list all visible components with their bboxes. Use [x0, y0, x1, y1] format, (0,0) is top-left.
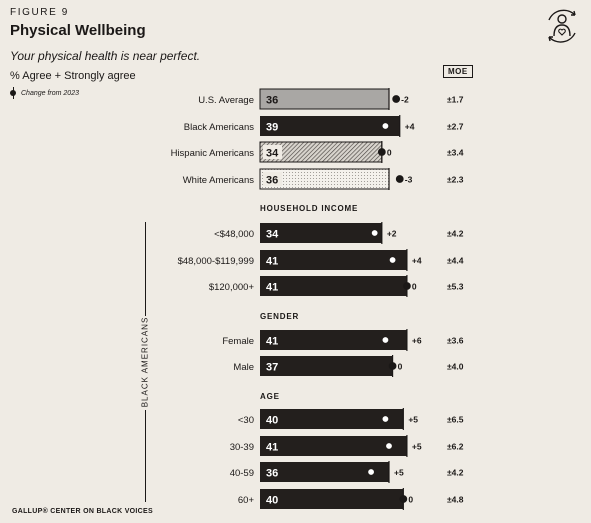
bar [260, 276, 407, 296]
change-marker-dot [381, 415, 390, 423]
moe-value: ±2.7 [447, 122, 464, 132]
figure-label: FIGURE 9 [10, 7, 69, 18]
value-label: 41 [266, 256, 278, 268]
row-label: Male [233, 362, 254, 373]
change-marker-dot [385, 442, 393, 450]
change-marker-dot [399, 495, 408, 503]
moe-value: ±6.5 [447, 415, 464, 425]
change-marker-icon [10, 87, 17, 99]
change-label: +5 [394, 468, 404, 478]
value-label: 37 [266, 362, 278, 374]
measure-label: % Agree + Strongly agree [10, 70, 136, 82]
person-heart-cycle-icon [548, 9, 576, 43]
value-label-bg [263, 145, 282, 159]
change-label: 0 [412, 282, 417, 292]
change-marker-dot [377, 148, 386, 156]
moe-value: ±4.2 [447, 468, 464, 478]
moe-value: ±1.7 [447, 95, 464, 105]
row-label: $120,000+ [209, 282, 255, 293]
change-label: -3 [405, 175, 413, 185]
change-label: +4 [412, 256, 422, 266]
value-label: 40 [266, 495, 278, 507]
change-marker-dot [381, 336, 390, 344]
change-marker-dot [381, 122, 390, 130]
change-label: +4 [405, 122, 415, 132]
moe-value: ±4.4 [447, 256, 464, 266]
change-marker-dot [388, 362, 397, 370]
side-bracket-bottom [145, 410, 146, 502]
value-label: 40 [266, 415, 278, 427]
moe-value: ±6.2 [447, 442, 464, 452]
chart-title: Physical Wellbeing [10, 22, 146, 39]
bar [260, 116, 400, 136]
moe-value: ±3.6 [447, 336, 464, 346]
moe-value: ±4.8 [447, 495, 464, 505]
value-label: 41 [266, 282, 278, 294]
moe-value: ±3.4 [447, 148, 464, 158]
change-label: 0 [408, 495, 413, 505]
section-header: HOUSEHOLD INCOME [260, 204, 358, 213]
change-legend-text: Change from 2023 [21, 89, 79, 97]
change-label: +5 [408, 415, 418, 425]
change-marker-dot [367, 468, 375, 476]
change-marker-dot [403, 282, 411, 290]
value-label: 36 [266, 175, 278, 187]
bar [260, 250, 407, 270]
chart-subtitle: Your physical health is near perfect. [10, 49, 201, 63]
row-label: White Americans [183, 175, 255, 186]
row-label: Black Americans [184, 122, 254, 133]
moe-value: ±4.0 [447, 362, 464, 372]
bar [260, 409, 404, 429]
bar [260, 436, 407, 456]
bar [260, 462, 389, 482]
value-label: 39 [266, 122, 278, 134]
change-label: +6 [412, 336, 422, 346]
value-label: 34 [266, 148, 279, 160]
value-label-bg [263, 172, 282, 186]
row-label: 60+ [238, 495, 255, 506]
moe-value: ±4.2 [447, 229, 464, 239]
bar [260, 489, 404, 509]
row-label: $48,000-$119,999 [178, 256, 254, 267]
change-label: +5 [412, 442, 422, 452]
change-marker-dot [395, 175, 404, 183]
change-label: -2 [401, 95, 409, 105]
change-label: 0 [398, 362, 403, 372]
moe-value: ±2.3 [447, 175, 464, 185]
change-label: +2 [387, 229, 397, 239]
section-header: AGE [260, 392, 280, 401]
row-label: 30-39 [230, 442, 254, 453]
moe-value: ±5.3 [447, 282, 464, 292]
change-marker-dot [392, 95, 401, 103]
footer-source: GALLUP® CENTER ON BLACK VOICES [12, 508, 153, 515]
value-label: 36 [266, 468, 278, 480]
change-label: 0 [387, 148, 392, 158]
bar [260, 330, 407, 350]
bar [260, 356, 393, 376]
row-label: Female [222, 336, 254, 347]
value-label: 41 [266, 336, 278, 348]
value-label: 34 [266, 229, 279, 241]
change-marker-dot [370, 229, 379, 237]
moe-header: MOE [443, 65, 473, 78]
row-label: <$48,000 [214, 229, 254, 240]
section-header: GENDER [260, 312, 299, 321]
side-bracket-top [145, 222, 146, 316]
row-label: 40-59 [230, 468, 254, 479]
row-label: <30 [238, 415, 254, 426]
bar [260, 223, 382, 243]
change-marker-dot [388, 256, 397, 264]
row-label: U.S. Average [198, 95, 254, 106]
value-label: 41 [266, 442, 278, 454]
change-legend: Change from 2023 [10, 87, 79, 99]
value-label-bg [263, 92, 282, 106]
row-label: Hispanic Americans [171, 148, 255, 159]
value-label: 36 [266, 95, 278, 107]
